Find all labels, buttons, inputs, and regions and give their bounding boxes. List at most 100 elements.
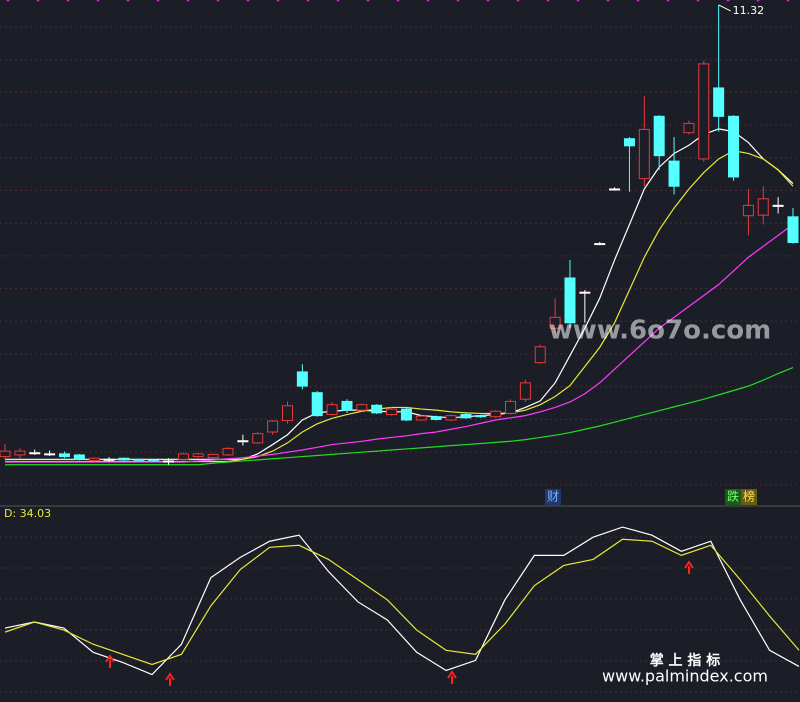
arrow xyxy=(447,670,457,684)
tag: 跌 xyxy=(727,489,739,504)
top-dot xyxy=(126,0,130,2)
candle-body xyxy=(326,404,338,416)
top-dot xyxy=(36,0,40,2)
candle-body xyxy=(311,392,323,417)
top-dot xyxy=(606,0,610,2)
candle-body xyxy=(564,277,576,324)
top-dot xyxy=(546,0,550,2)
moving-average xyxy=(5,366,794,466)
top-dot xyxy=(456,0,460,2)
candle-body xyxy=(237,440,249,443)
candle-body xyxy=(252,433,264,444)
top-dot xyxy=(6,0,10,2)
candle-body xyxy=(772,204,784,207)
candle-body xyxy=(594,243,606,246)
candle-body xyxy=(192,453,204,458)
candle-body xyxy=(757,198,769,216)
top-dot xyxy=(396,0,400,2)
candle-body xyxy=(505,400,517,414)
top-dot xyxy=(336,0,340,2)
top-dot xyxy=(216,0,220,2)
candle-body xyxy=(698,63,710,160)
candle-body xyxy=(787,216,799,243)
high-pointer xyxy=(718,4,731,12)
top-dot xyxy=(186,0,190,2)
moving-average xyxy=(5,223,794,463)
candle-body xyxy=(118,457,130,461)
candle-body xyxy=(73,454,85,460)
top-dot xyxy=(516,0,520,2)
candle-body xyxy=(490,410,502,418)
top-dot xyxy=(696,0,700,2)
candle-body xyxy=(445,415,457,421)
high-label: 11.32 xyxy=(733,4,765,17)
candle-body xyxy=(400,408,412,421)
top-dot xyxy=(246,0,250,2)
candle-body xyxy=(534,346,546,364)
tag-box xyxy=(725,489,741,505)
top-dot xyxy=(666,0,670,2)
top-dot xyxy=(366,0,370,2)
candle-body xyxy=(44,453,56,456)
candle-body xyxy=(177,453,189,460)
top-dot xyxy=(576,0,580,2)
candle-body xyxy=(728,115,740,178)
candle-body xyxy=(103,458,115,461)
indicator-line xyxy=(4,538,800,666)
indicator-label: D: 34.03 xyxy=(4,507,51,520)
candle-body xyxy=(58,453,70,458)
arrow xyxy=(684,560,694,574)
top-dot xyxy=(306,0,310,2)
candle-body xyxy=(222,447,234,456)
watermark: www.palmindex.com xyxy=(602,667,768,686)
candle-body xyxy=(609,188,621,191)
candle-body xyxy=(207,453,219,459)
top-dot xyxy=(156,0,160,2)
candle-body xyxy=(0,450,11,458)
candle-body xyxy=(415,415,427,421)
candle-body xyxy=(713,87,725,117)
candle-body xyxy=(88,457,100,461)
top-dot xyxy=(636,0,640,2)
candle-body xyxy=(281,405,293,422)
arrow xyxy=(105,654,115,668)
candle-body xyxy=(163,460,175,463)
candle-body xyxy=(29,452,41,455)
candle-body xyxy=(519,382,531,400)
candle-body xyxy=(356,404,368,411)
candle-body xyxy=(148,459,160,462)
tag: 财 xyxy=(547,490,559,504)
watermark: 掌 上 指 标 xyxy=(650,652,721,669)
top-dot xyxy=(276,0,280,2)
top-dot xyxy=(786,0,790,2)
candle-body xyxy=(742,204,754,217)
candle-body xyxy=(341,400,353,411)
candle-body xyxy=(296,371,308,387)
top-dot xyxy=(756,0,760,2)
tag: 榜 xyxy=(743,489,755,504)
candle-body xyxy=(653,115,665,157)
candle-body xyxy=(683,122,695,134)
candle-body xyxy=(579,291,591,294)
candle-body xyxy=(267,420,279,433)
arrow xyxy=(165,672,175,686)
indicator-line xyxy=(4,526,800,676)
arrows xyxy=(105,560,694,686)
candle-body xyxy=(668,160,680,187)
candle-body xyxy=(549,316,561,329)
candle-body xyxy=(475,415,487,418)
candle-body xyxy=(371,404,383,414)
candle-body xyxy=(623,138,635,147)
candle-body xyxy=(133,458,145,461)
candle-body xyxy=(430,416,442,420)
top-dot xyxy=(66,0,70,2)
top-dot xyxy=(426,0,430,2)
candle-body xyxy=(638,128,650,180)
candle-body xyxy=(386,408,398,416)
top-dot xyxy=(486,0,490,2)
candle-body xyxy=(14,450,26,456)
